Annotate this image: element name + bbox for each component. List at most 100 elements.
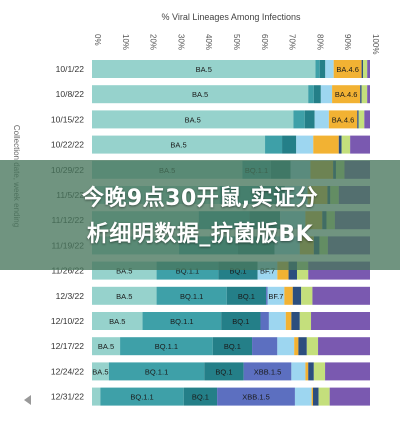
bar-data-label: BA.5 [98, 342, 114, 351]
bar-segment [338, 135, 342, 154]
bar-segment [319, 60, 326, 78]
bar-segment [308, 85, 314, 104]
bar-segment [363, 60, 368, 78]
bar-segment [314, 110, 329, 129]
bar-segment [108, 362, 205, 381]
bar-segment [292, 286, 302, 305]
bar-segment [156, 286, 227, 305]
bar-data-label: BA.4.6 [336, 65, 359, 74]
bar-segment [277, 261, 289, 280]
bar-segment [294, 337, 299, 356]
bar-segment [293, 110, 305, 129]
bar-data-label: BQ.1 [232, 317, 249, 326]
bar-segment [311, 312, 370, 330]
category-label: 10/22/22 [51, 140, 84, 150]
bar-data-label: BA.4.6 [332, 115, 355, 124]
x-tick-label: 50% [232, 34, 241, 50]
bar-segment [212, 337, 253, 356]
bar-data-label: BA.5 [92, 367, 108, 376]
category-label: 12/31/22 [51, 392, 84, 402]
bar-segment [92, 110, 294, 129]
chevron-left-icon[interactable] [24, 395, 31, 405]
bar-segment [313, 135, 339, 154]
bar-segment [92, 337, 121, 356]
bar-segment [285, 312, 292, 330]
bar-data-label: BA.5 [116, 267, 132, 276]
bar-segment [226, 286, 267, 305]
bar-segment [92, 387, 101, 406]
bar-segment [305, 362, 309, 381]
bar-segment [301, 286, 313, 305]
bar-segment [298, 337, 307, 356]
bar-data-label: BQ.1.1 [130, 393, 153, 402]
bar-segment [313, 387, 319, 406]
bar-segment [318, 337, 370, 356]
bar-segment [304, 110, 315, 129]
x-tick-label: 90% [343, 34, 352, 50]
bar-data-label: BF.7 [268, 292, 283, 301]
bar-segment [320, 85, 333, 104]
bar-segment [306, 337, 319, 356]
bar-segment [294, 387, 312, 406]
category-label: 11/26/22 [52, 266, 85, 276]
bar-segment [288, 261, 297, 280]
bar-segment [243, 362, 292, 381]
bar-data-label: BA.5 [116, 292, 132, 301]
bar-data-label: BQ.1.1 [176, 267, 199, 276]
bar-data-label: BQ.1.1 [170, 317, 193, 326]
bar-segment [282, 135, 297, 154]
bar-segment [92, 85, 309, 104]
x-tick-label: 100% [371, 34, 380, 54]
x-axis-ticks: 0% 10% 20% 30% 40% 50% 60% 70% 80% 90% 100% [93, 34, 380, 54]
bar-segment [367, 60, 370, 78]
bar-segment [328, 110, 358, 129]
bar-segment [120, 337, 213, 356]
bar-segment [267, 286, 285, 305]
bar-segment [92, 60, 316, 78]
bar-data-label: BA.5 [196, 65, 212, 74]
bar-data-label: BQ.1.1 [180, 292, 203, 301]
watermark-line-2: 析细明数据_抗菌版BK [86, 222, 314, 247]
bar-data-label: BQ.1 [224, 342, 241, 351]
bar-data-label: BQ.1 [229, 267, 246, 276]
bar-segment [92, 286, 157, 305]
bar-data-label: BQ.1 [192, 393, 209, 402]
bar-segment [313, 362, 326, 381]
bar-segment [277, 337, 295, 356]
bar-segment [291, 362, 306, 381]
bar-data-label: BQ.1.1 [155, 342, 178, 351]
category-label: 12/17/22 [51, 341, 84, 351]
bar-segment [367, 85, 370, 104]
watermark-banner: 今晚9点30开鼠,实证分 析细明数据_抗菌版BK [0, 160, 400, 270]
x-axis-title: % Viral Lineages Among Infections [162, 12, 301, 22]
bar-segment [284, 286, 293, 305]
bar-segment [329, 387, 370, 406]
bar-segment [221, 312, 261, 330]
category-label: 12/3/22 [56, 291, 85, 301]
category-label: 12/24/22 [51, 366, 84, 376]
x-tick-label: 30% [176, 34, 185, 50]
bar-segment [357, 110, 359, 129]
x-tick-label: 60% [260, 34, 269, 50]
bar-segment [325, 60, 334, 78]
bar-segment [361, 60, 364, 78]
bar-segment [92, 135, 266, 154]
bar-data-label: BA.5 [170, 141, 186, 150]
bar-segment [268, 312, 286, 330]
bar-segment [333, 60, 362, 78]
bar-segment [332, 85, 361, 104]
bar-segment [204, 362, 244, 381]
bar-segment [252, 337, 278, 356]
bar-data-label: BF.7 [260, 267, 275, 276]
bar-data-label: BQ.1 [215, 367, 232, 376]
category-label: 10/1/22 [56, 64, 85, 74]
bar-segment [266, 286, 268, 305]
bar-segment [318, 387, 330, 406]
x-tick-label: 0% [93, 34, 102, 46]
category-label: 10/15/22 [51, 114, 84, 124]
bar-segment [358, 110, 365, 129]
bar-segment [291, 312, 300, 330]
bar-data-label: BA.5 [109, 317, 125, 326]
bar-segment [364, 110, 370, 129]
bar-segment [315, 60, 320, 78]
